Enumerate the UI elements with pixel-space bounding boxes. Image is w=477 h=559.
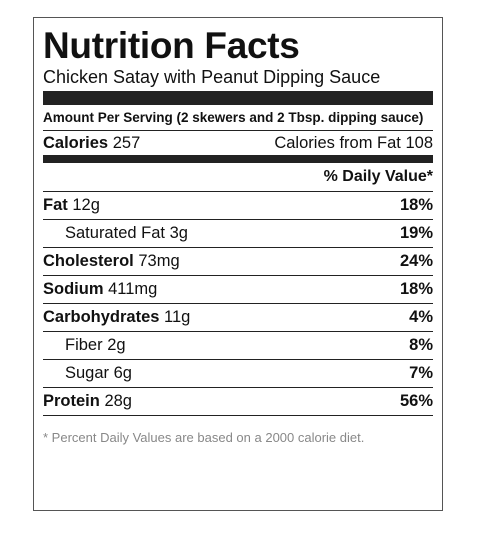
nutrient: Sodium 411mg (43, 280, 157, 299)
daily-value-header: % Daily Value* (43, 163, 433, 192)
nutrient-row: Sugar 6g 7% (43, 360, 433, 388)
nutrient: Cholesterol 73mg (43, 252, 180, 271)
daily-value: 18% (399, 196, 433, 214)
nutrient-row: Saturated Fat 3g 19% (43, 220, 433, 248)
calories-value: 257 (112, 133, 141, 152)
nutrient-amount: 11g (164, 308, 191, 326)
nutrient-name: Sodium (43, 280, 104, 298)
nutrient-name: Cholesterol (43, 252, 134, 270)
nutrient: Sugar 6g (43, 364, 132, 383)
nutrient-name: Fat (43, 196, 68, 214)
nutrient: Saturated Fat 3g (43, 224, 188, 243)
nutrient: Fat 12g (43, 196, 100, 215)
nutrient-amount: 411mg (108, 280, 158, 298)
nutrient-amount: 28g (104, 392, 132, 410)
subtitle: Chicken Satay with Peanut Dipping Sauce (43, 67, 381, 87)
daily-value: 56% (399, 392, 433, 410)
nutrition-label: Nutrition Facts Chicken Satay with Peanu… (33, 17, 443, 511)
nutrient-amount: 3g (169, 224, 188, 242)
serving-size: Amount Per Serving (2 skewers and 2 Tbsp… (43, 105, 433, 131)
nutrient-row: Sodium 411mg 18% (43, 276, 433, 304)
calories-fat-value: 108 (405, 133, 433, 152)
nutrient-row: Cholesterol 73mg 24% (43, 248, 433, 276)
footnote: * Percent Daily Values are based on a 20… (43, 430, 365, 445)
daily-value: 8% (409, 336, 433, 354)
nutrient-name: Protein (43, 392, 100, 410)
calories: Calories 257 (43, 134, 140, 153)
nutrient-row: Fat 12g 18% (43, 192, 433, 220)
daily-value: 19% (399, 224, 433, 242)
nutrient-amount: 2g (107, 336, 126, 354)
nutrient-name: Carbohydrates (43, 308, 160, 326)
thick-rule (43, 155, 433, 163)
title: Nutrition Facts (43, 25, 300, 66)
nutrient-name: Fiber (65, 336, 103, 354)
nutrient-name: Saturated Fat (65, 224, 165, 242)
daily-value: 24% (399, 252, 433, 270)
thick-rule (43, 91, 433, 105)
daily-value: 4% (409, 308, 433, 326)
nutrient-amount: 73mg (138, 252, 180, 270)
nutrient: Fiber 2g (43, 336, 126, 355)
daily-value: 7% (409, 364, 433, 382)
nutrient-amount: 6g (113, 364, 132, 382)
nutrient-row: Protein 28g 56% (43, 388, 433, 416)
calories-fat-label: Calories from Fat (274, 133, 401, 152)
nutrient-row: Carbohydrates 11g 4% (43, 304, 433, 332)
calories-fat: Calories from Fat 108 (274, 134, 433, 153)
nutrient-name: Sugar (65, 364, 110, 382)
nutrient: Protein 28g (43, 392, 132, 411)
nutrient-row: Fiber 2g 8% (43, 332, 433, 360)
nutrient: Carbohydrates 11g (43, 308, 190, 327)
daily-value: 18% (399, 280, 433, 298)
calories-label: Calories (43, 133, 109, 152)
nutrient-amount: 12g (72, 196, 100, 214)
calories-row: Calories 257 Calories from Fat 108 (43, 131, 433, 155)
nutrient-rows: Fat 12g 18% Saturated Fat 3g 19% Cholesterol… (43, 192, 433, 416)
